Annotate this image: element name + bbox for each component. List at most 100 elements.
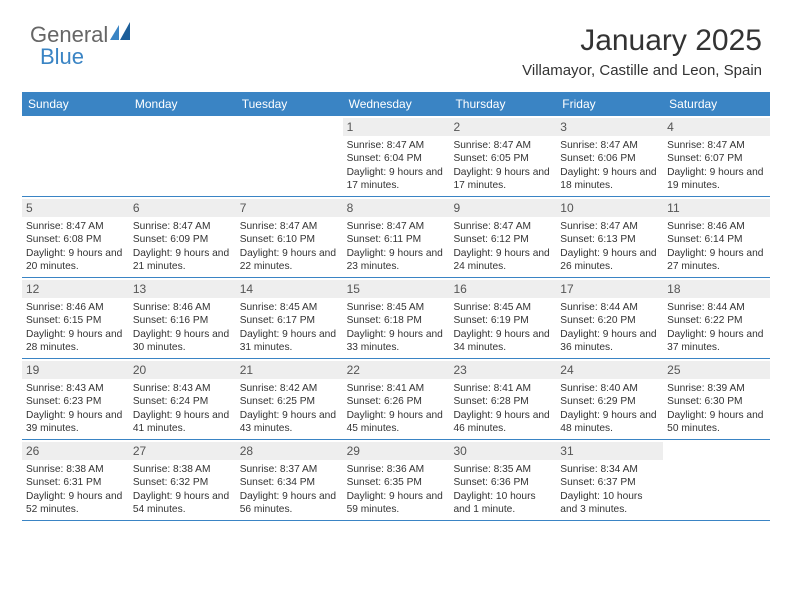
- sunset-text: Sunset: 6:37 PM: [560, 476, 659, 489]
- sunrise-text: Sunrise: 8:47 AM: [453, 139, 552, 152]
- calendar-day-cell: 13 Sunrise: 8:46 AMSunset: 6:16 PMDayligh…: [129, 278, 236, 358]
- day-info: Sunrise: 8:47 AMSunset: 6:08 PMDaylight:…: [26, 220, 125, 273]
- calendar-day-cell: 16Sunrise: 8:45 AMSunset: 6:19 PMDayligh…: [449, 278, 556, 358]
- day-info: Sunrise: 8:46 AMSunset: 6:15 PMDaylight:…: [26, 301, 125, 354]
- day-number: 15: [343, 280, 450, 298]
- sunrise-text: Sunrise: 8:47 AM: [347, 220, 446, 233]
- sunset-text: Sunset: 6:34 PM: [240, 476, 339, 489]
- logo-word2: Blue: [40, 44, 84, 69]
- sunset-text: Sunset: 6:09 PM: [133, 233, 232, 246]
- sunset-text: Sunset: 6:13 PM: [560, 233, 659, 246]
- day-number: 4: [663, 118, 770, 136]
- day-info: Sunrise: 8:47 AMSunset: 6:10 PMDaylight:…: [240, 220, 339, 273]
- daylight-text: Daylight: 10 hours and 1 minute.: [453, 490, 552, 517]
- calendar-day-cell: 27Sunrise: 8:38 AMSunset: 6:32 PMDayligh…: [129, 440, 236, 520]
- calendar-day-cell: 18Sunrise: 8:44 AMSunset: 6:22 PMDayligh…: [663, 278, 770, 358]
- calendar-week-row: 5Sunrise: 8:47 AMSunset: 6:08 PMDaylight…: [22, 197, 770, 278]
- calendar-day-cell: 15 Sunrise: 8:45 AMSunset: 6:18 PMDayligh…: [343, 278, 450, 358]
- sunrise-text: Sunrise: 8:37 AM: [240, 463, 339, 476]
- daylight-text: Daylight: 9 hours and 36 minutes.: [560, 328, 659, 355]
- daylight-text: Daylight: 9 hours and 20 minutes.: [26, 247, 125, 274]
- daylight-text: Daylight: 9 hours and 27 minutes.: [667, 247, 766, 274]
- sunrise-text: Sunrise: 8:39 AM: [667, 382, 766, 395]
- day-info: Sunrise: 8:47 AMSunset: 6:04 PMDaylight:…: [347, 139, 446, 192]
- sunrise-text: Sunrise: 8:44 AM: [667, 301, 766, 314]
- daylight-text: Daylight: 9 hours and 17 minutes.: [453, 166, 552, 193]
- sunrise-text: Sunrise: 8:43 AM: [133, 382, 232, 395]
- day-info: Sunrise: 8:46 AMSunset: 6:16 PMDaylight:…: [133, 301, 232, 354]
- calendar-day-cell: 28Sunrise: 8:37 AMSunset: 6:34 PMDayligh…: [236, 440, 343, 520]
- day-number: 31: [556, 442, 663, 460]
- daylight-text: Daylight: 9 hours and 39 minutes.: [26, 409, 125, 436]
- calendar-day-cell: 25Sunrise: 8:39 AMSunset: 6:30 PMDayligh…: [663, 359, 770, 439]
- calendar-day-cell: [663, 440, 770, 520]
- calendar-day-cell: 26Sunrise: 8:38 AMSunset: 6:31 PMDayligh…: [22, 440, 129, 520]
- day-info: Sunrise: 8:34 AMSunset: 6:37 PMDaylight:…: [560, 463, 659, 516]
- daylight-text: Daylight: 10 hours and 3 minutes.: [560, 490, 659, 517]
- day-number: 24: [556, 361, 663, 379]
- sunset-text: Sunset: 6:18 PM: [347, 314, 446, 327]
- day-info: Sunrise: 8:41 AMSunset: 6:26 PMDaylight:…: [347, 382, 446, 435]
- calendar-week-row: 26Sunrise: 8:38 AMSunset: 6:31 PMDayligh…: [22, 440, 770, 521]
- calendar-header-cell: Sunday: [22, 92, 129, 116]
- day-info: Sunrise: 8:41 AMSunset: 6:28 PMDaylight:…: [453, 382, 552, 435]
- calendar-header-cell: Thursday: [449, 92, 556, 116]
- calendar-day-cell: 17Sunrise: 8:44 AMSunset: 6:20 PMDayligh…: [556, 278, 663, 358]
- daylight-text: Daylight: 9 hours and 21 minutes.: [133, 247, 232, 274]
- calendar-header-cell: Saturday: [663, 92, 770, 116]
- sunset-text: Sunset: 6:24 PM: [133, 395, 232, 408]
- sunrise-text: Sunrise: 8:47 AM: [560, 139, 659, 152]
- daylight-text: Daylight: 9 hours and 22 minutes.: [240, 247, 339, 274]
- sunset-text: Sunset: 6:28 PM: [453, 395, 552, 408]
- calendar-day-cell: [236, 116, 343, 196]
- day-info: Sunrise: 8:44 AMSunset: 6:22 PMDaylight:…: [667, 301, 766, 354]
- calendar-day-cell: 12 Sunrise: 8:46 AMSunset: 6:15 PMDayligh…: [22, 278, 129, 358]
- page-title: January 2025: [580, 24, 762, 58]
- sunset-text: Sunset: 6:08 PM: [26, 233, 125, 246]
- sunrise-text: Sunrise: 8:47 AM: [240, 220, 339, 233]
- calendar-day-cell: [129, 116, 236, 196]
- sunset-text: Sunset: 6:16 PM: [133, 314, 232, 327]
- sunrise-text: Sunrise: 8:38 AM: [133, 463, 232, 476]
- day-number: [22, 118, 129, 122]
- daylight-text: Daylight: 9 hours and 28 minutes.: [26, 328, 125, 355]
- day-number: 13: [129, 280, 236, 298]
- daylight-text: Daylight: 9 hours and 33 minutes.: [347, 328, 446, 355]
- calendar-header-cell: Tuesday: [236, 92, 343, 116]
- day-number: 12: [22, 280, 129, 298]
- day-number: 9: [449, 199, 556, 217]
- daylight-text: Daylight: 9 hours and 37 minutes.: [667, 328, 766, 355]
- calendar-header-cell: Wednesday: [343, 92, 450, 116]
- calendar-day-cell: 20Sunrise: 8:43 AMSunset: 6:24 PMDayligh…: [129, 359, 236, 439]
- sunset-text: Sunset: 6:10 PM: [240, 233, 339, 246]
- calendar-day-cell: 22Sunrise: 8:41 AMSunset: 6:26 PMDayligh…: [343, 359, 450, 439]
- day-number: 5: [22, 199, 129, 217]
- sunrise-text: Sunrise: 8:46 AM: [667, 220, 766, 233]
- sunrise-text: Sunrise: 8:47 AM: [667, 139, 766, 152]
- sunset-text: Sunset: 6:07 PM: [667, 152, 766, 165]
- day-info: Sunrise: 8:45 AMSunset: 6:17 PMDaylight:…: [240, 301, 339, 354]
- daylight-text: Daylight: 9 hours and 45 minutes.: [347, 409, 446, 436]
- sunrise-text: Sunrise: 8:41 AM: [453, 382, 552, 395]
- day-info: Sunrise: 8:42 AMSunset: 6:25 PMDaylight:…: [240, 382, 339, 435]
- sunset-text: Sunset: 6:17 PM: [240, 314, 339, 327]
- daylight-text: Daylight: 9 hours and 54 minutes.: [133, 490, 232, 517]
- sunset-text: Sunset: 6:23 PM: [26, 395, 125, 408]
- daylight-text: Daylight: 9 hours and 34 minutes.: [453, 328, 552, 355]
- calendar-day-cell: 24Sunrise: 8:40 AMSunset: 6:29 PMDayligh…: [556, 359, 663, 439]
- sunset-text: Sunset: 6:05 PM: [453, 152, 552, 165]
- calendar-day-cell: 3Sunrise: 8:47 AMSunset: 6:06 PMDaylight…: [556, 116, 663, 196]
- sunrise-text: Sunrise: 8:47 AM: [347, 139, 446, 152]
- sunrise-text: Sunrise: 8:41 AM: [347, 382, 446, 395]
- daylight-text: Daylight: 9 hours and 46 minutes.: [453, 409, 552, 436]
- calendar-day-cell: 5 Sunrise: 8:47 AMSunset: 6:08 PMDaylight…: [22, 197, 129, 277]
- day-info: Sunrise: 8:35 AMSunset: 6:36 PMDaylight:…: [453, 463, 552, 516]
- day-number: 21: [236, 361, 343, 379]
- day-info: Sunrise: 8:45 AMSunset: 6:18 PMDaylight:…: [347, 301, 446, 354]
- day-number: 27: [129, 442, 236, 460]
- daylight-text: Daylight: 9 hours and 48 minutes.: [560, 409, 659, 436]
- day-number: 6: [129, 199, 236, 217]
- sunset-text: Sunset: 6:26 PM: [347, 395, 446, 408]
- sunrise-text: Sunrise: 8:34 AM: [560, 463, 659, 476]
- day-number: 16: [449, 280, 556, 298]
